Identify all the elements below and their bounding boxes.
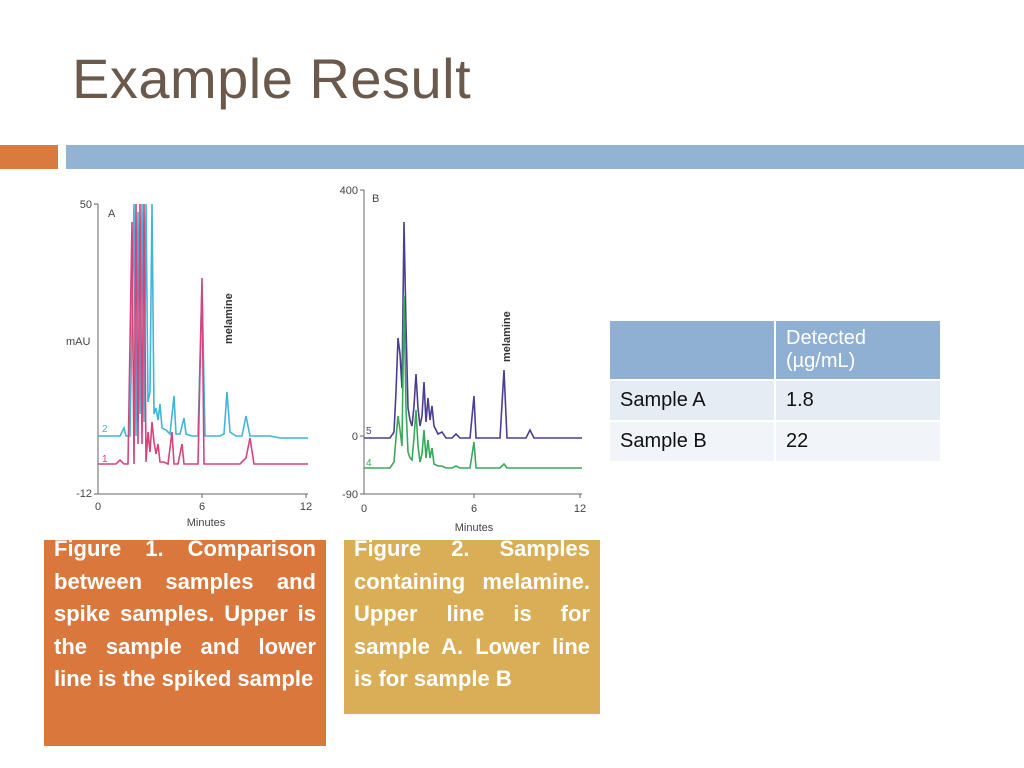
x-tick-6: 6 — [471, 503, 477, 515]
figure-2-caption-text: Figure 2. Samples containing melamine. U… — [354, 540, 590, 691]
table-row: Sample A 1.8 — [608, 379, 942, 422]
row-label-sample-a: Sample A — [608, 379, 776, 422]
row-label-sample-b: Sample B — [608, 420, 776, 463]
y-tick-0: 0 — [352, 431, 358, 443]
chromatogram-b-svg: 400 0 -90 B 0 6 12 Minutes melamine 5 4 — [340, 185, 586, 534]
chromatogram-figure-a: 50 -12 mAU A 0 6 12 Minutes melamine 2 1 — [60, 182, 316, 536]
trace-lower-sample-b — [364, 295, 582, 469]
x-axis-label: Minutes — [187, 517, 226, 529]
trace-label-upper: 5 — [366, 426, 372, 437]
figure-2-caption: Figure 2. Samples containing melamine. U… — [344, 540, 600, 714]
y-tick-neg90: -90 — [342, 489, 358, 501]
x-tick-0: 0 — [361, 503, 367, 515]
y-tick-bottom: -12 — [76, 488, 92, 500]
x-tick-0: 0 — [95, 501, 101, 513]
x-axis-label: Minutes — [455, 522, 494, 534]
row-value-sample-a: 1.8 — [774, 379, 942, 422]
x-tick-12: 12 — [574, 503, 586, 515]
trace-label-lower: 4 — [366, 458, 372, 469]
table-row: Sample B 22 — [608, 420, 942, 463]
figure-1-caption-text: Figure 1. Comparison between samples and… — [54, 540, 316, 691]
chromatogram-a-svg: 50 -12 mAU A 0 6 12 Minutes melamine 2 1 — [66, 199, 312, 529]
figure-1-caption: Figure 1. Comparison between samples and… — [44, 540, 326, 746]
header-cell-detected: Detected (µg/mL) — [774, 319, 942, 381]
slide-title: Example Result — [72, 47, 472, 110]
panel-label: B — [372, 193, 379, 205]
melamine-peak-label: melamine — [223, 293, 235, 344]
y-tick-top: 50 — [80, 199, 92, 211]
accent-bar-orange — [0, 145, 58, 169]
y-axis-label: mAU — [66, 336, 91, 348]
trace-upper-sample — [98, 203, 308, 439]
trace-label-upper: 2 — [102, 424, 108, 435]
accent-bar-blue — [66, 145, 1024, 169]
x-tick-6: 6 — [199, 501, 205, 513]
table-header-row: Detected (µg/mL) — [608, 319, 942, 381]
trace-upper-sample-a — [364, 221, 582, 439]
trace-label-lower: 1 — [102, 454, 108, 465]
row-value-sample-b: 22 — [774, 420, 942, 463]
melamine-peak-label: melamine — [501, 311, 513, 362]
x-tick-12: 12 — [300, 501, 312, 513]
header-cell-empty — [608, 319, 776, 381]
detection-results-table: Detected (µg/mL) Sample A 1.8 Sample B 2… — [608, 319, 942, 463]
trace-lower-spiked — [98, 203, 308, 466]
y-tick-400: 400 — [340, 185, 358, 197]
chromatogram-figure-b: 400 0 -90 B 0 6 12 Minutes melamine 5 4 — [334, 176, 596, 542]
panel-label: A — [108, 208, 116, 220]
